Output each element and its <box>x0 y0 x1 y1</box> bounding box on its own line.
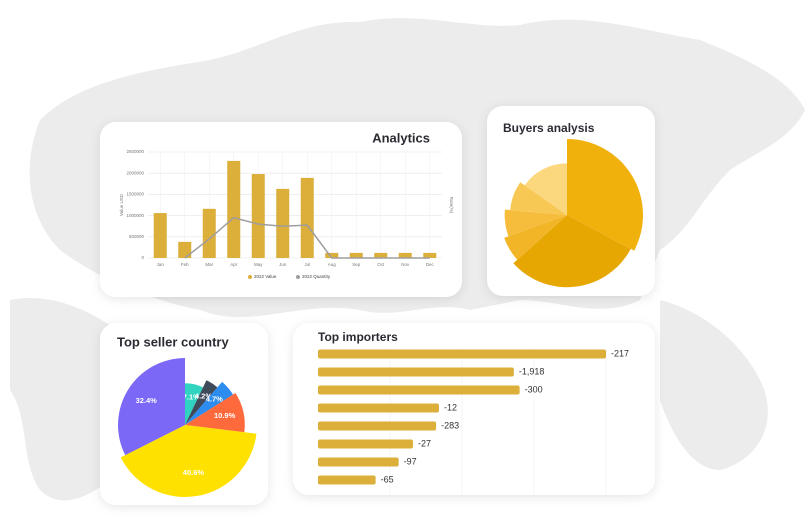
y-tick-label: 2000000 <box>126 170 144 175</box>
x-tick-label: May <box>254 262 263 267</box>
x-tick-label: Nov <box>401 262 410 267</box>
y2-axis-label: Rate(%) <box>449 197 454 214</box>
pie-slice <box>567 139 643 251</box>
bar <box>251 174 265 258</box>
bar-label: -217 <box>611 348 629 358</box>
x-tick-label: Mar <box>205 262 213 267</box>
x-tick-label: Dec <box>426 262 435 267</box>
bar <box>202 208 216 258</box>
bar-label: -65 <box>381 474 394 484</box>
chart-title: Analytics <box>372 130 430 145</box>
bar <box>318 421 437 431</box>
x-tick-label: Sep <box>352 262 361 267</box>
pie-slice <box>510 182 567 215</box>
legend-label: 2022 Quantity <box>302 274 331 279</box>
bar <box>300 177 314 258</box>
x-tick-label: Oct <box>377 262 385 267</box>
pie-slice <box>118 358 185 456</box>
bar <box>178 241 192 258</box>
bar <box>374 252 388 258</box>
slice-label: 4.2% <box>195 392 212 401</box>
x-tick-label: Feb <box>181 262 189 267</box>
bar <box>318 349 606 359</box>
chart-title: Top seller country <box>117 334 229 349</box>
y-tick-label: 1000000 <box>126 213 144 218</box>
x-tick-label: Jan <box>157 262 165 267</box>
bar-label: -12 <box>444 402 457 412</box>
y-axis-label: Value USD <box>119 193 124 216</box>
pie-slice <box>185 393 245 433</box>
y-tick-label: 500000 <box>129 234 145 239</box>
bar-label: -300 <box>525 384 543 394</box>
bar-label: -97 <box>404 456 417 466</box>
slice-label: 4.7% <box>206 395 223 404</box>
pie-slice <box>504 215 567 260</box>
bar <box>325 252 339 258</box>
pie-slice <box>185 383 204 425</box>
bar <box>318 475 376 485</box>
bar-label: -283 <box>441 420 459 430</box>
bar <box>153 213 167 258</box>
bar <box>349 252 363 258</box>
bar <box>318 367 514 377</box>
pie-slice <box>504 209 567 237</box>
chart-title: Buyers analysis <box>503 121 595 135</box>
y-tick-label: 1500000 <box>126 192 144 197</box>
x-tick-label: Jun <box>279 262 287 267</box>
chart-title: Top importers <box>318 330 398 344</box>
slice-label: 32.4% <box>136 396 158 405</box>
pie-slice <box>513 215 631 288</box>
bar <box>423 252 437 258</box>
slice-label: 7.1% <box>183 392 200 401</box>
bar <box>318 439 414 449</box>
bar <box>318 385 520 395</box>
legend-marker <box>296 275 300 279</box>
bar <box>318 457 399 467</box>
pie-slice <box>185 381 234 425</box>
pie-slice <box>185 380 218 425</box>
line-series <box>184 216 430 259</box>
slice-label: 10.9% <box>214 411 236 420</box>
bar <box>276 188 290 258</box>
x-tick-label: Apr <box>230 262 238 267</box>
bar <box>398 252 412 258</box>
bar-label: -27 <box>418 438 431 448</box>
importers-card <box>293 323 655 495</box>
pie-slice <box>120 425 257 497</box>
slice-label: 40.6% <box>183 468 205 477</box>
x-tick-label: Aug <box>328 262 337 267</box>
bar <box>318 403 439 413</box>
legend-label: 2022 Value <box>254 274 277 279</box>
bar <box>227 160 241 258</box>
legend-marker <box>248 275 252 279</box>
pie-slice <box>524 163 567 215</box>
y-tick-label: 2500000 <box>126 149 144 154</box>
bar-label: -1,918 <box>519 366 545 376</box>
y-tick-label: 0 <box>141 255 144 260</box>
x-tick-label: Jul <box>304 262 310 267</box>
